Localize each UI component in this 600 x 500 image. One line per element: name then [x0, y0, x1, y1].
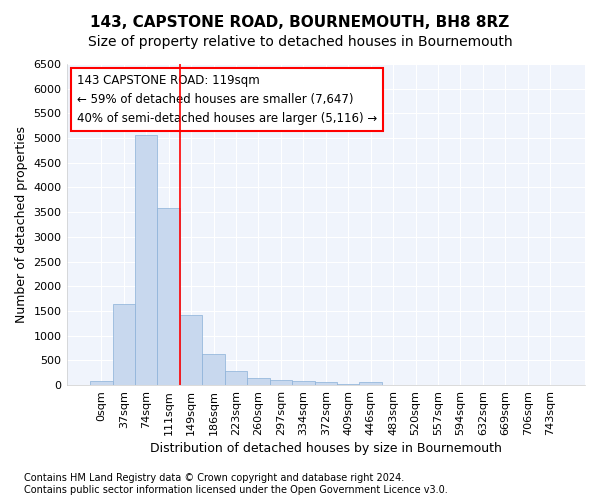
Bar [180, 316, 202, 385]
Bar [359, 382, 382, 385]
Text: Contains HM Land Registry data © Crown copyright and database right 2024.
Contai: Contains HM Land Registry data © Crown c… [24, 474, 448, 495]
Bar [337, 384, 359, 385]
Bar [225, 370, 247, 385]
Bar [90, 382, 113, 385]
Bar [202, 354, 225, 385]
Bar [269, 380, 292, 385]
Bar [113, 304, 135, 385]
Bar [292, 382, 314, 385]
Y-axis label: Number of detached properties: Number of detached properties [15, 126, 28, 323]
Bar [247, 378, 269, 385]
X-axis label: Distribution of detached houses by size in Bournemouth: Distribution of detached houses by size … [150, 442, 502, 455]
Text: 143 CAPSTONE ROAD: 119sqm
← 59% of detached houses are smaller (7,647)
40% of se: 143 CAPSTONE ROAD: 119sqm ← 59% of detac… [77, 74, 377, 124]
Bar [135, 135, 157, 385]
Bar [314, 382, 337, 385]
Text: 143, CAPSTONE ROAD, BOURNEMOUTH, BH8 8RZ: 143, CAPSTONE ROAD, BOURNEMOUTH, BH8 8RZ [91, 15, 509, 30]
Bar [157, 208, 180, 385]
Text: Size of property relative to detached houses in Bournemouth: Size of property relative to detached ho… [88, 35, 512, 49]
